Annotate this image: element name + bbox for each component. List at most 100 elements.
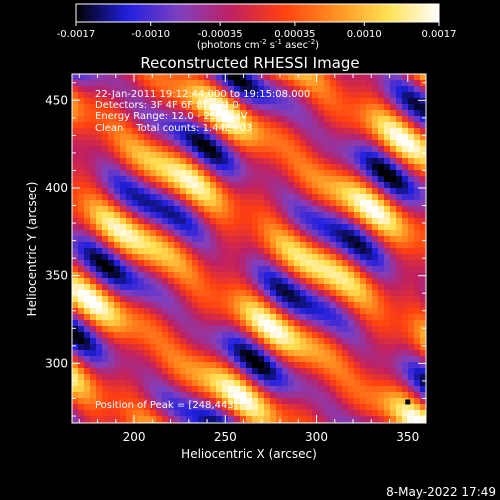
heatmap-pixel [204,140,211,147]
heatmap-pixel [174,230,181,237]
heatmap-pixel [414,344,421,351]
heatmap-pixel [228,284,235,291]
heatmap-pixel [294,260,301,267]
heatmap-pixel [402,134,409,141]
heatmap-pixel [300,182,307,189]
heatmap-pixel [108,212,115,219]
heatmap-pixel [222,254,229,261]
heatmap-pixel [222,248,229,255]
heatmap-pixel [318,158,325,165]
heatmap-pixel [330,230,337,237]
heatmap-pixel [330,254,337,261]
heatmap-pixel [366,212,373,219]
heatmap-pixel [390,224,397,231]
heatmap-pixel [90,302,97,309]
heatmap-pixel [210,170,217,177]
heatmap-pixel [246,338,253,345]
heatmap-pixel [138,332,145,339]
heatmap-pixel [72,188,79,195]
heatmap-pixel [186,404,193,411]
heatmap-pixel [120,362,127,369]
heatmap-pixel [234,404,241,411]
heatmap-pixel [264,74,271,81]
heatmap-pixel [390,212,397,219]
heatmap-pixel [90,254,97,261]
heatmap-pixel [210,98,217,105]
heatmap-pixel [240,332,247,339]
heatmap-pixel [228,404,235,411]
heatmap-pixel [228,392,235,399]
heatmap-pixel [102,194,109,201]
heatmap-pixel [180,86,187,93]
heatmap-pixel [312,308,319,315]
heatmap-pixel [366,326,373,333]
heatmap-pixel [222,218,229,225]
heatmap-pixel [96,74,103,81]
heatmap-pixel [210,92,217,99]
heatmap-pixel [114,386,121,393]
heatmap-pixel [336,182,343,189]
heatmap-pixel [84,368,91,375]
heatmap-pixel [378,206,385,213]
heatmap-pixel [150,398,157,405]
heatmap-pixel [102,410,109,417]
heatmap-pixel [276,134,283,141]
heatmap-pixel [96,338,103,345]
heatmap-pixel [372,188,379,195]
heatmap-pixel [192,344,199,351]
heatmap-pixel [246,290,253,297]
heatmap-pixel [198,152,205,159]
heatmap-pixel [192,170,199,177]
heatmap-pixel [402,224,409,231]
heatmap-pixel [390,392,397,399]
heatmap-pixel [264,362,271,369]
heatmap-pixel [378,392,385,399]
heatmap-pixel [138,344,145,351]
heatmap-pixel [246,194,253,201]
heatmap-pixel [108,242,115,249]
heatmap-pixel [168,356,175,363]
heatmap-pixel [282,104,289,111]
heatmap-pixel [168,212,175,219]
heatmap-pixel [330,80,337,87]
heatmap-pixel [318,266,325,273]
heatmap-pixel [390,158,397,165]
heatmap-pixel [132,236,139,243]
heatmap-pixel [114,158,121,165]
heatmap-pixel [114,224,121,231]
heatmap-pixel [162,224,169,231]
heatmap-pixel [384,350,391,357]
heatmap-pixel [414,320,421,327]
heatmap-pixel [162,164,169,171]
heatmap-pixel [270,302,277,309]
heatmap-pixel [330,248,337,255]
heatmap-pixel [384,224,391,231]
heatmap-pixel [228,278,235,285]
heatmap-pixel [114,104,121,111]
heatmap-pixel [264,206,271,213]
heatmap-pixel [408,296,415,303]
heatmap-pixel [186,176,193,183]
heatmap-pixel [102,254,109,261]
heatmap-pixel [246,86,253,93]
heatmap-pixel [342,194,349,201]
heatmap-pixel [204,212,211,219]
heatmap-pixel [312,206,319,213]
heatmap-pixel [336,272,343,279]
heatmap-pixel [108,146,115,153]
heatmap-pixel [366,284,373,291]
heatmap-pixel [312,320,319,327]
heatmap-pixel [228,350,235,357]
heatmap-pixel [288,116,295,123]
heatmap-pixel [354,338,361,345]
heatmap-pixel [78,278,85,285]
heatmap-pixel [210,158,217,165]
heatmap-pixel [84,296,91,303]
heatmap-pixel [228,134,235,141]
heatmap-pixel [342,74,349,81]
heatmap-pixel [240,254,247,261]
heatmap-pixel [228,188,235,195]
heatmap-pixel [84,344,91,351]
heatmap-pixel [90,386,97,393]
heatmap-pixel [240,134,247,141]
